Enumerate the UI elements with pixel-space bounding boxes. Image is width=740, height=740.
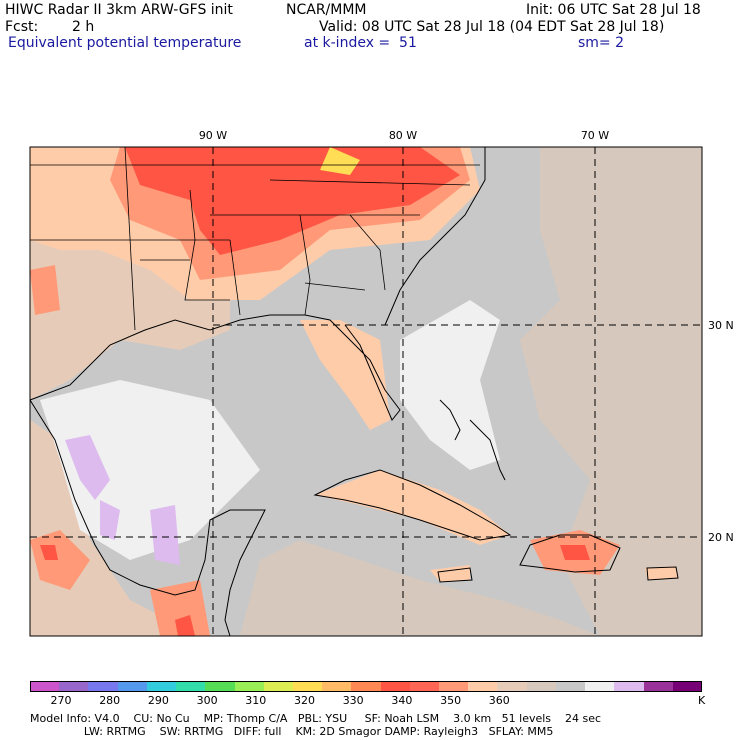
model-info-line1: Model Info: V4.0 CU: No Cu MP: Thomp C/A…	[30, 712, 602, 725]
valid-time: Valid: 08 UTC Sat 28 Jul 18 (04 EDT Sat …	[319, 19, 665, 35]
lat-label-20n: 20 N	[708, 531, 734, 544]
model-info-line2: LW: RRTMG SW: RRTMG DIFF: full KM: 2D Sm…	[0, 725, 554, 738]
map-panel	[29, 146, 703, 637]
org-label: NCAR/MMM	[286, 2, 367, 18]
lon-label-70w: 70 W	[580, 129, 610, 142]
model-title: HIWC Radar II 3km ARW-GFS init	[5, 2, 233, 18]
colorbar-unit: K	[698, 694, 706, 707]
lon-label-90w: 90 W	[198, 129, 228, 142]
kindex-label: at k-index = 51	[304, 35, 417, 51]
field-name: Equivalent potential temperature	[8, 35, 242, 51]
lon-label-80w: 80 W	[388, 129, 418, 142]
fcst-value: 2 h	[72, 19, 95, 35]
init-time: Init: 06 UTC Sat 28 Jul 18	[526, 2, 701, 18]
smooth-label: sm= 2	[578, 35, 625, 51]
fcst-label: Fcst:	[5, 19, 39, 35]
lat-label-30n: 30 N	[708, 319, 734, 332]
